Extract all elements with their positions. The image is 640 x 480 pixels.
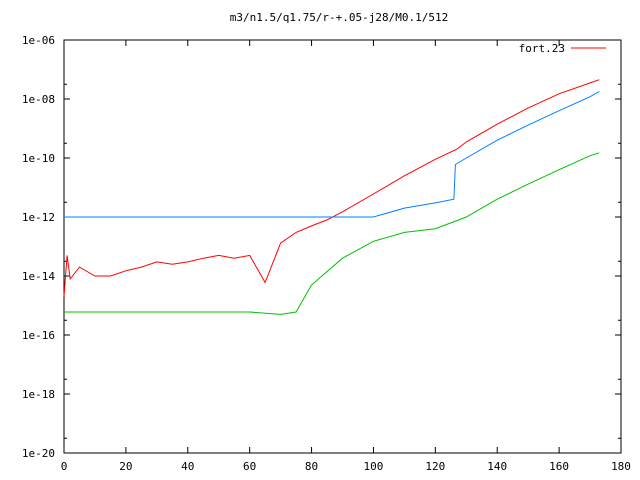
legend-label: fort.23 bbox=[519, 42, 565, 55]
y-tick-label: 1e-06 bbox=[22, 34, 55, 47]
x-tick-label: 0 bbox=[61, 460, 68, 473]
y-tick-label: 1e-08 bbox=[22, 93, 55, 106]
series-line-red bbox=[63, 79, 600, 297]
x-tick-label: 100 bbox=[364, 460, 384, 473]
x-tick-label: 140 bbox=[487, 460, 507, 473]
chart-title: m3/n1.5/q1.75/r-+.05-j28/M0.1/512 bbox=[230, 11, 449, 24]
x-tick-label: 80 bbox=[305, 460, 318, 473]
series-layer bbox=[63, 79, 600, 315]
y-tick-label: 1e-12 bbox=[22, 211, 55, 224]
series-line-blue bbox=[64, 91, 600, 218]
y-tick-label: 1e-10 bbox=[22, 152, 55, 165]
x-tick-label: 160 bbox=[549, 460, 569, 473]
series-line-green bbox=[64, 152, 600, 315]
y-tick-label: 1e-20 bbox=[22, 447, 55, 460]
y-tick-label: 1e-18 bbox=[22, 388, 55, 401]
x-tick-label: 40 bbox=[181, 460, 194, 473]
plot-frame bbox=[63, 39, 622, 454]
legend: fort.23 bbox=[519, 42, 606, 55]
x-tick-label: 120 bbox=[425, 460, 445, 473]
x-tick-label: 20 bbox=[119, 460, 132, 473]
x-tick-label: 180 bbox=[611, 460, 631, 473]
y-tick-label: 1e-16 bbox=[22, 329, 55, 342]
y-tick-label: 1e-14 bbox=[22, 270, 55, 283]
axis-ticks: 0 20 40 60 80 100 120 140 160 180 1e-20 1e-18 1e-16 1… bbox=[22, 34, 631, 473]
x-tick-label: 60 bbox=[243, 460, 256, 473]
